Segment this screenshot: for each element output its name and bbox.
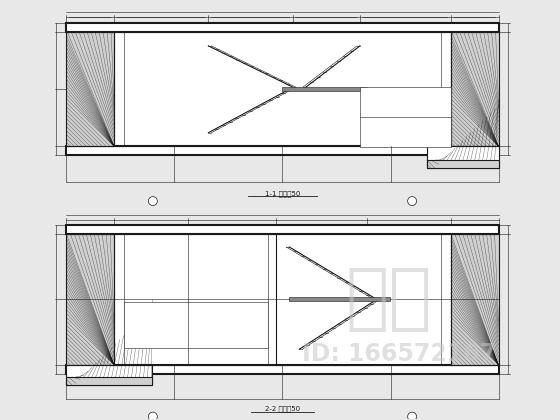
Text: 1-1 剪面图50: 1-1 剪面图50 bbox=[265, 190, 300, 197]
Bar bbox=[67, 365, 152, 385]
Bar bbox=[289, 297, 390, 302]
Bar bbox=[67, 365, 498, 374]
Circle shape bbox=[408, 197, 417, 205]
Bar bbox=[67, 377, 152, 385]
Bar bbox=[427, 147, 498, 168]
Bar bbox=[67, 32, 114, 147]
Bar bbox=[282, 87, 367, 91]
Circle shape bbox=[148, 412, 157, 420]
Text: 知末: 知末 bbox=[346, 265, 433, 334]
Bar bbox=[451, 32, 498, 147]
Bar bbox=[124, 302, 268, 348]
Bar bbox=[67, 225, 498, 234]
Text: 2-2 剪面图50: 2-2 剪面图50 bbox=[265, 406, 300, 412]
Bar bbox=[67, 234, 114, 365]
Bar bbox=[67, 147, 498, 155]
Bar bbox=[114, 32, 451, 147]
Bar bbox=[360, 87, 451, 147]
Circle shape bbox=[408, 412, 417, 420]
Bar bbox=[451, 234, 498, 365]
Bar bbox=[67, 23, 498, 32]
Bar bbox=[114, 234, 451, 365]
Circle shape bbox=[148, 197, 157, 205]
Text: ID: 166572167: ID: 166572167 bbox=[302, 342, 496, 366]
Bar bbox=[427, 160, 498, 168]
